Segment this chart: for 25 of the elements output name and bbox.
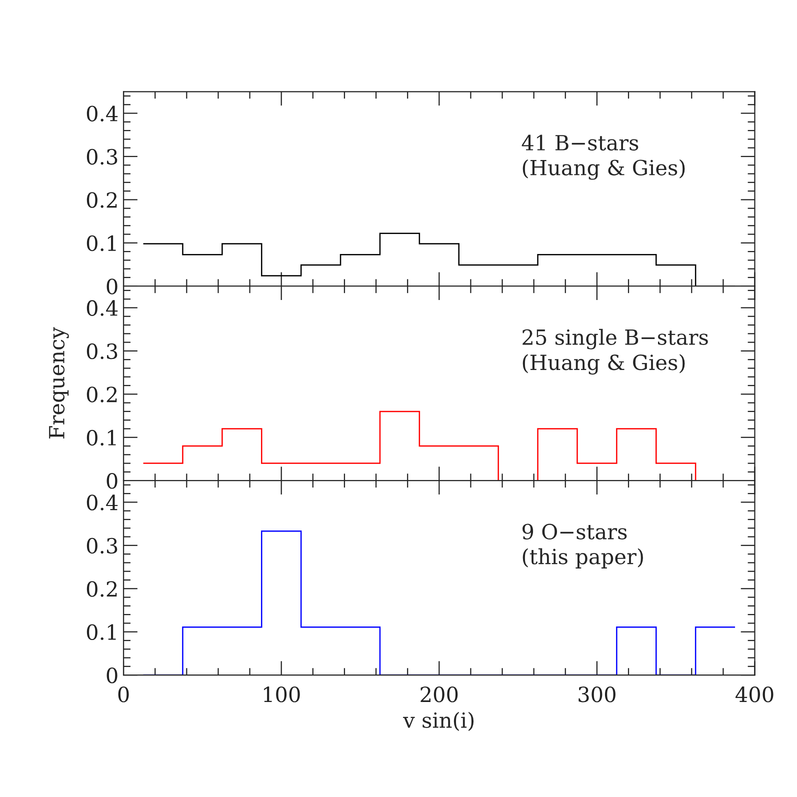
y-axis-title: Frequency <box>49 327 69 439</box>
y-tick-label: 0.2 <box>86 192 117 208</box>
y-tick-label: 0.3 <box>86 148 118 165</box>
y-tick-label: 0.3 <box>86 538 118 554</box>
y-tick-label: 0.3 <box>86 343 118 360</box>
y-tick-label: 0.1 <box>86 430 116 446</box>
x-axis-title: v sin(i) <box>403 712 474 731</box>
annotation: 25 single B−stars (Huang & Gies) <box>522 328 708 375</box>
y-tick-label: 0 <box>106 668 118 684</box>
x-tick-label: 400 <box>736 686 774 702</box>
annotation: 41 B−stars (Huang & Gies) <box>522 134 685 180</box>
y-tick-label: 0 <box>106 278 118 294</box>
x-tick-label: 200 <box>420 686 458 702</box>
y-tick-label: 0.2 <box>86 581 117 597</box>
annotation: 9 O−stars (this paper) <box>522 524 643 568</box>
y-tick-label: 0.2 <box>86 386 117 402</box>
y-tick-label: 0 <box>106 473 118 489</box>
y-tick-label: 0.1 <box>86 624 116 640</box>
x-tick-label: 300 <box>578 686 616 702</box>
y-tick-label: 0.1 <box>86 235 116 252</box>
x-tick-label: 100 <box>264 686 300 702</box>
y-tick-label: 0.4 <box>86 494 118 510</box>
y-tick-label: 0.4 <box>86 106 118 122</box>
y-tick-label: 0.4 <box>86 300 118 316</box>
x-tick-label: 0 <box>118 686 129 702</box>
